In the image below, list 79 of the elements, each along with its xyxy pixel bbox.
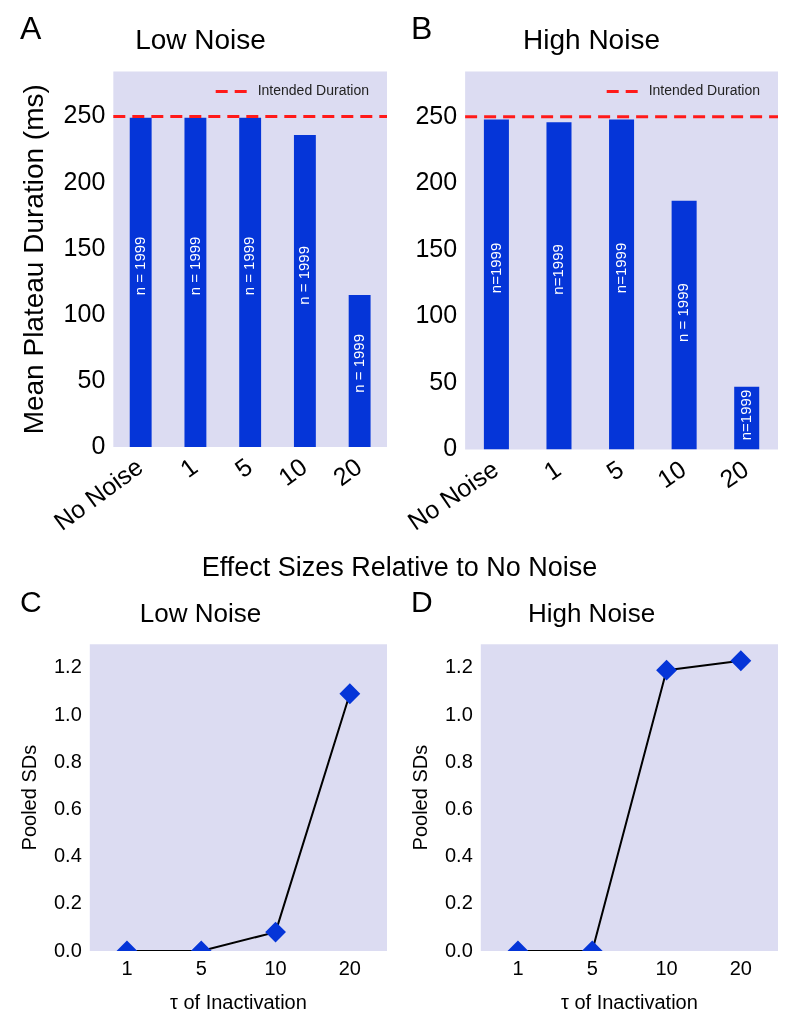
y-axis-title: Pooled SDs bbox=[17, 744, 40, 851]
x-tick-label: 1 bbox=[174, 452, 203, 483]
annotation: n=1999 bbox=[736, 389, 754, 441]
text: C bbox=[20, 585, 42, 619]
y-tick-label: 0.4 bbox=[444, 844, 473, 867]
annotation: n = 1999 bbox=[674, 283, 692, 342]
x-tick-label: 10 bbox=[264, 956, 287, 979]
y-tick-label: 0.2 bbox=[444, 891, 473, 914]
legend-label: Intended Duration bbox=[648, 82, 761, 99]
y-tick-label: 1.2 bbox=[53, 655, 82, 678]
y-tick-label: 0.2 bbox=[53, 891, 82, 914]
y-tick-label: 0.4 bbox=[53, 844, 82, 867]
y-tick-label: 250 bbox=[415, 100, 458, 129]
x-axis-title: τ of Inactivation bbox=[560, 990, 698, 1013]
y-tick-label: 50 bbox=[77, 364, 106, 393]
x-tick-label: 1 bbox=[512, 956, 524, 979]
bar bbox=[671, 200, 697, 450]
annotation: n=1999 bbox=[611, 242, 629, 294]
x-tick-label: 20 bbox=[338, 956, 361, 979]
y-tick-label: 100 bbox=[415, 300, 458, 329]
annotation: n=1999 bbox=[549, 244, 567, 295]
point bbox=[656, 660, 677, 681]
x-tick-label: 20 bbox=[714, 454, 754, 494]
y-tick-label: 0.8 bbox=[444, 749, 473, 772]
annotation: n = 1999 bbox=[130, 236, 148, 296]
y-tick-label: 1.0 bbox=[444, 702, 473, 725]
y-tick-label: 100 bbox=[63, 298, 106, 327]
bar bbox=[546, 122, 572, 450]
text: B bbox=[411, 9, 433, 46]
x-tick-label: 10 bbox=[652, 454, 691, 494]
chart-title: High Noise bbox=[527, 597, 656, 628]
y-tick-label: 200 bbox=[415, 167, 458, 196]
y-tick-label: 0.6 bbox=[444, 796, 473, 819]
bar bbox=[129, 117, 152, 447]
annotation: n = 1999 bbox=[349, 333, 367, 393]
text: A bbox=[20, 9, 42, 46]
text: D bbox=[411, 585, 433, 619]
y-axis-title: Pooled SDs bbox=[408, 744, 431, 851]
y-tick-label: 0 bbox=[91, 430, 106, 459]
x-axis-title: τ of Inactivation bbox=[169, 990, 307, 1013]
bar bbox=[239, 117, 262, 447]
y-tick-label: 150 bbox=[63, 232, 106, 261]
x-tick-label: 10 bbox=[655, 956, 678, 979]
chart-subtitle: Effect Sizes Relative to No Noise bbox=[200, 552, 599, 583]
y-tick-label: 250 bbox=[63, 100, 106, 129]
y-tick-label: 1.0 bbox=[53, 702, 82, 725]
bar bbox=[609, 119, 635, 450]
annotation: n = 1999 bbox=[240, 236, 258, 296]
chart-title: Low Noise bbox=[135, 23, 266, 55]
x-tick-label: 1 bbox=[538, 454, 566, 486]
x-tick-label: 5 bbox=[601, 454, 629, 486]
bar bbox=[348, 294, 371, 447]
y-tick-label: 150 bbox=[415, 233, 458, 262]
x-tick-label: 20 bbox=[327, 452, 367, 492]
x-tick-label: 5 bbox=[195, 956, 207, 979]
x-tick-label: 20 bbox=[729, 956, 752, 979]
x-tick-label: 10 bbox=[272, 452, 312, 492]
annotation: n = 1999 bbox=[295, 246, 313, 305]
y-tick-label: 0.8 bbox=[53, 749, 82, 772]
y-tick-label: 1.2 bbox=[444, 655, 473, 678]
point bbox=[730, 650, 751, 671]
annotation: n = 1999 bbox=[185, 236, 203, 296]
chart-title: Low Noise bbox=[139, 597, 262, 628]
y-tick-label: 0.0 bbox=[53, 938, 82, 961]
bar bbox=[483, 119, 509, 450]
y-tick-label: 200 bbox=[63, 166, 106, 195]
bar bbox=[293, 135, 316, 447]
annotation: n=1999 bbox=[486, 242, 504, 294]
y-tick-label: 0 bbox=[443, 433, 458, 462]
x-tick-label: 5 bbox=[229, 452, 258, 483]
y-tick-label: 50 bbox=[429, 366, 458, 395]
y-axis-title: Mean Plateau Duration (ms) bbox=[17, 84, 49, 435]
x-tick-label: 1 bbox=[121, 956, 133, 979]
y-tick-label: 0.6 bbox=[53, 796, 82, 819]
bar bbox=[184, 117, 207, 447]
legend-label: Intended Duration bbox=[257, 82, 370, 99]
x-tick-label: 5 bbox=[586, 956, 598, 979]
chart-title: High Noise bbox=[523, 23, 660, 55]
y-tick-label: 0.0 bbox=[444, 938, 473, 961]
